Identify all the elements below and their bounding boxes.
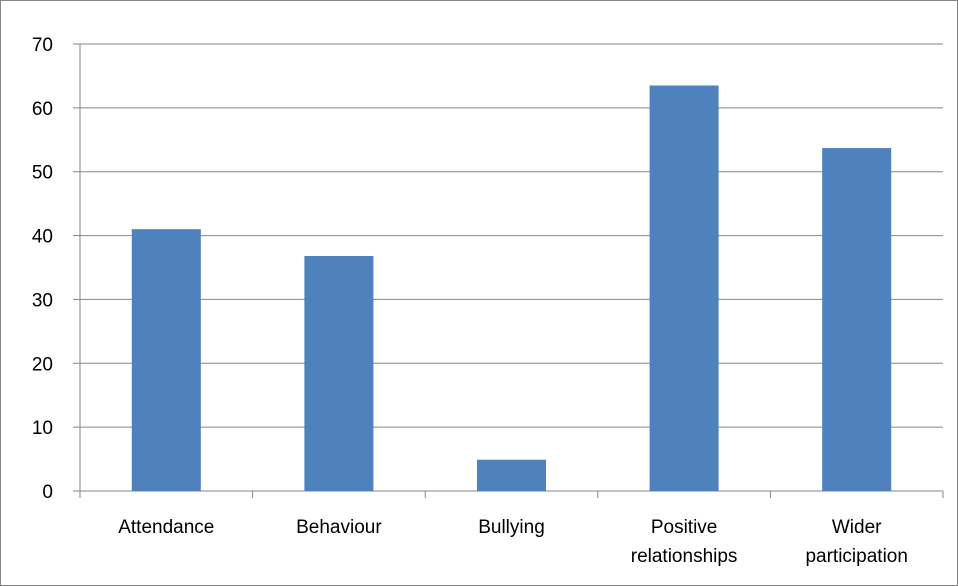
x-category-label: Bullying	[478, 517, 545, 538]
y-tick-label: 30	[32, 290, 53, 311]
y-tick-label: 20	[32, 354, 53, 375]
y-tick-label: 0	[42, 482, 53, 503]
bar	[131, 229, 201, 491]
x-category-label: Behaviour	[296, 517, 382, 538]
y-tick-label: 10	[32, 418, 53, 439]
bar	[822, 148, 892, 491]
y-tick-label: 40	[32, 227, 53, 248]
bar	[476, 459, 547, 491]
x-category-label: Attendance	[118, 517, 214, 538]
y-tick-label: 70	[32, 35, 53, 56]
x-category-label: Positive	[651, 517, 718, 538]
bar	[649, 85, 719, 491]
x-category-label: relationships	[631, 546, 738, 567]
y-tick-label: 60	[32, 99, 53, 120]
x-category-label: participation	[805, 546, 907, 567]
y-tick-label: 50	[32, 163, 53, 184]
bar	[304, 256, 374, 491]
x-category-label: Wider	[832, 517, 882, 538]
